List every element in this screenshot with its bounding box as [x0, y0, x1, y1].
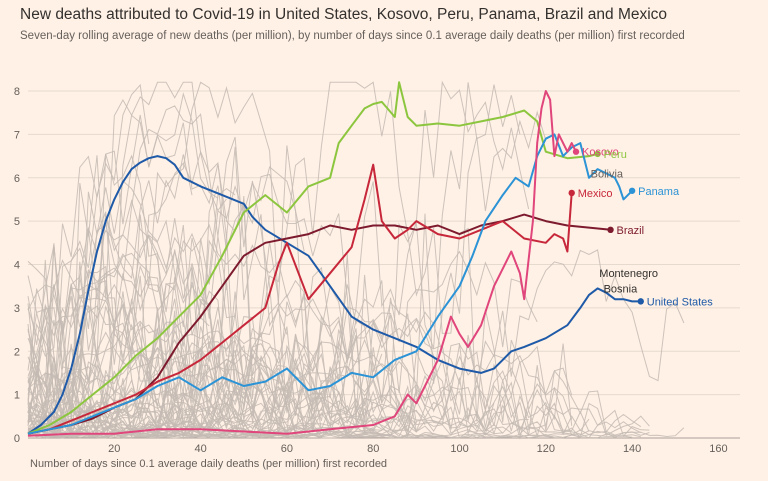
- background-country-line: [27, 415, 512, 439]
- y-tick-label: 1: [14, 390, 20, 402]
- chart-title: New deaths attributed to Covid-19 in Uni…: [20, 6, 668, 23]
- series-line-mexico: [27, 163, 573, 435]
- x-tick-label: 80: [367, 443, 379, 455]
- series-label-bolivia: Bolivia: [591, 168, 624, 180]
- background-country-line: [27, 110, 547, 439]
- series-line-panama: [27, 133, 633, 435]
- background-country-line: [27, 92, 219, 388]
- background-country-line: [27, 153, 288, 411]
- background-country-line: [27, 259, 176, 418]
- y-tick-label: 5: [14, 216, 20, 228]
- series-label-peru: Peru: [604, 149, 627, 161]
- series-line-kosovo: [27, 90, 577, 437]
- background-country-line: [27, 365, 495, 437]
- x-tick-label: 100: [450, 443, 468, 455]
- series-label-panama: Panama: [638, 186, 680, 198]
- background-country-line: [27, 154, 193, 416]
- background-country-line: [27, 318, 573, 438]
- background-country-line: [27, 306, 590, 438]
- background-country-line: [27, 372, 176, 433]
- chart-subtitle: Seven-day rolling average of new deaths …: [20, 30, 685, 42]
- series-label-united-states: United States: [647, 296, 714, 308]
- background-country-line: [27, 333, 417, 433]
- series-endpoint-kosovo: [572, 148, 580, 155]
- background-country-line: [27, 80, 530, 438]
- background-country-line: [27, 114, 417, 435]
- series-line-peru: [27, 81, 598, 435]
- series-endpoint-brazil: [607, 226, 614, 234]
- x-tick-label: 120: [537, 443, 555, 455]
- y-tick-label: 2: [14, 346, 20, 358]
- x-axis-label: Number of days since 0.1 average daily d…: [30, 458, 388, 470]
- series-endpoint-united-states: [637, 298, 644, 305]
- series-endpoint-panama: [628, 187, 636, 194]
- background-country-line: [27, 376, 434, 436]
- y-tick-label: 0: [14, 433, 20, 445]
- x-tick-label: 140: [623, 443, 641, 455]
- series-endpoint-peru: [594, 150, 601, 158]
- x-tick-label: 40: [194, 443, 206, 455]
- y-tick-label: 3: [14, 303, 20, 315]
- x-tick-label: 160: [709, 443, 727, 455]
- series-label-bosnia: Bosnia: [604, 283, 639, 295]
- background-country-line: [27, 250, 538, 440]
- series-label-mexico: Mexico: [578, 188, 613, 200]
- y-tick-label: 4: [14, 260, 20, 272]
- background-country-line: [27, 232, 227, 427]
- background-country-line: [27, 293, 348, 439]
- y-tick-label: 7: [14, 129, 20, 141]
- series-label-kosovo: Kosovo: [582, 147, 619, 159]
- background-country-line: [27, 81, 227, 433]
- background-country-line: [27, 173, 365, 423]
- x-tick-label: 20: [108, 443, 120, 455]
- x-tick-label: 60: [281, 443, 293, 455]
- background-country-line: [27, 105, 435, 434]
- series-label-brazil: Brazil: [617, 225, 645, 237]
- background-country-line: [27, 81, 573, 438]
- y-tick-label: 8: [14, 86, 20, 98]
- background-country-line: [27, 249, 529, 439]
- series-label-montenegro: Montenegro: [599, 268, 658, 280]
- y-tick-label: 6: [14, 173, 20, 185]
- series-endpoint-mexico: [568, 189, 575, 197]
